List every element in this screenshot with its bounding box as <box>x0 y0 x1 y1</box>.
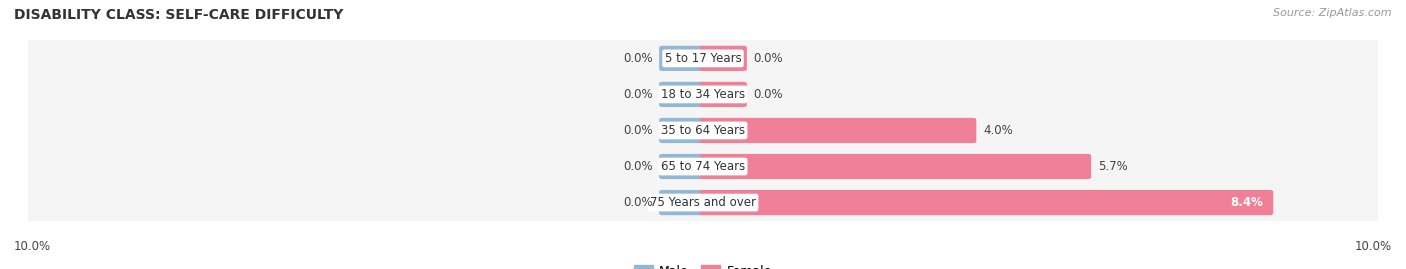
FancyBboxPatch shape <box>659 46 706 71</box>
Text: DISABILITY CLASS: SELF-CARE DIFFICULTY: DISABILITY CLASS: SELF-CARE DIFFICULTY <box>14 8 343 22</box>
Text: 0.0%: 0.0% <box>754 88 783 101</box>
Text: 10.0%: 10.0% <box>14 240 51 253</box>
FancyBboxPatch shape <box>700 46 747 71</box>
FancyBboxPatch shape <box>21 144 1385 189</box>
Text: 8.4%: 8.4% <box>1230 196 1263 209</box>
Text: 10.0%: 10.0% <box>1355 240 1392 253</box>
FancyBboxPatch shape <box>659 82 706 107</box>
Text: 5.7%: 5.7% <box>1098 160 1128 173</box>
Text: 75 Years and over: 75 Years and over <box>650 196 756 209</box>
FancyBboxPatch shape <box>21 108 1385 153</box>
FancyBboxPatch shape <box>700 190 1274 215</box>
FancyBboxPatch shape <box>21 72 1385 116</box>
Text: 0.0%: 0.0% <box>623 196 652 209</box>
FancyBboxPatch shape <box>27 146 1379 187</box>
FancyBboxPatch shape <box>659 190 706 215</box>
FancyBboxPatch shape <box>659 154 706 179</box>
Text: 0.0%: 0.0% <box>623 124 652 137</box>
Text: 4.0%: 4.0% <box>983 124 1012 137</box>
Text: 0.0%: 0.0% <box>754 52 783 65</box>
FancyBboxPatch shape <box>21 180 1385 225</box>
FancyBboxPatch shape <box>700 118 976 143</box>
Text: 0.0%: 0.0% <box>623 52 652 65</box>
FancyBboxPatch shape <box>27 182 1379 223</box>
Text: Source: ZipAtlas.com: Source: ZipAtlas.com <box>1274 8 1392 18</box>
Text: 18 to 34 Years: 18 to 34 Years <box>661 88 745 101</box>
Legend: Male, Female: Male, Female <box>630 260 776 269</box>
Text: 35 to 64 Years: 35 to 64 Years <box>661 124 745 137</box>
Text: 0.0%: 0.0% <box>623 160 652 173</box>
FancyBboxPatch shape <box>27 74 1379 115</box>
Text: 0.0%: 0.0% <box>623 88 652 101</box>
FancyBboxPatch shape <box>27 110 1379 151</box>
FancyBboxPatch shape <box>700 154 1091 179</box>
Text: 5 to 17 Years: 5 to 17 Years <box>665 52 741 65</box>
Text: 65 to 74 Years: 65 to 74 Years <box>661 160 745 173</box>
FancyBboxPatch shape <box>659 118 706 143</box>
FancyBboxPatch shape <box>700 82 747 107</box>
FancyBboxPatch shape <box>21 36 1385 80</box>
FancyBboxPatch shape <box>27 38 1379 79</box>
